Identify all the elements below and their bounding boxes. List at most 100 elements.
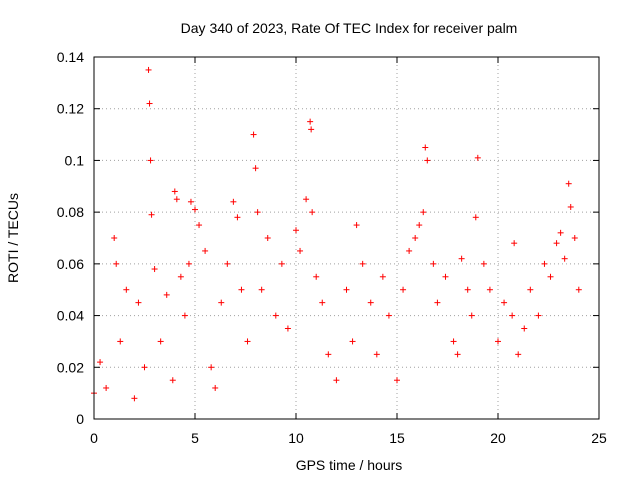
data-point <box>553 240 560 247</box>
data-point <box>359 260 366 267</box>
data-point <box>515 351 522 358</box>
y-tick-label: 0.04 <box>57 308 84 324</box>
data-point <box>379 273 386 280</box>
data-point <box>422 144 429 151</box>
data-point <box>319 299 326 306</box>
x-axis-label: GPS time / hours <box>296 457 403 473</box>
y-tick-label: 0.14 <box>57 49 84 65</box>
data-point <box>303 196 310 203</box>
data-point <box>244 338 251 345</box>
data-point <box>131 395 138 402</box>
data-point <box>501 299 508 306</box>
data-point <box>97 359 104 366</box>
data-point <box>250 131 257 138</box>
data-point <box>313 273 320 280</box>
data-point <box>284 325 291 332</box>
data-point <box>185 260 192 267</box>
data-point <box>146 100 153 107</box>
x-tick-label: 10 <box>288 430 304 446</box>
data-point <box>480 260 487 267</box>
data-point <box>535 312 542 319</box>
y-tick-label: 0.1 <box>65 152 85 168</box>
data-point <box>420 209 427 216</box>
data-point <box>192 206 198 213</box>
data-point <box>145 66 152 73</box>
data-point <box>202 247 209 254</box>
data-point <box>575 286 582 293</box>
data-point <box>557 229 564 236</box>
data-point <box>458 255 465 262</box>
data-point <box>474 154 481 161</box>
data-point <box>521 325 528 332</box>
data-point <box>212 384 219 391</box>
data-point <box>293 227 299 234</box>
data-point <box>442 273 449 280</box>
data-point <box>561 255 568 262</box>
data-point <box>400 286 407 293</box>
x-tick-label: 5 <box>191 430 199 446</box>
data-point <box>123 286 130 293</box>
axis-ticks: 0 5 10 15 20 25 0 0.02 0.04 0.06 0.08 0.1 0.12 0.14 <box>57 49 607 446</box>
data-point <box>509 312 516 319</box>
data-point <box>385 312 392 319</box>
data-points <box>91 66 582 402</box>
data-point <box>148 211 155 218</box>
data-point <box>394 377 400 384</box>
plot-frame <box>93 56 600 420</box>
data-point <box>434 299 441 306</box>
data-point <box>430 260 437 267</box>
data-point <box>527 286 534 293</box>
data-point <box>495 338 501 345</box>
data-point <box>406 247 413 254</box>
data-point <box>135 299 142 306</box>
x-tick-label: 15 <box>389 430 405 446</box>
data-point <box>547 273 554 280</box>
data-point <box>111 235 118 241</box>
data-point <box>147 157 154 164</box>
data-point <box>258 286 265 293</box>
y-tick-label: 0.06 <box>57 256 84 272</box>
chart-title: Day 340 of 2023, Rate Of TEC Index for r… <box>181 20 518 36</box>
y-tick-label: 0.02 <box>57 359 84 375</box>
data-point <box>230 198 237 205</box>
data-point <box>141 364 148 371</box>
data-point <box>486 286 493 293</box>
data-point <box>541 260 548 267</box>
data-point <box>234 214 241 221</box>
data-point <box>224 260 231 267</box>
data-point <box>117 338 124 345</box>
data-point <box>171 188 178 195</box>
data-point <box>567 203 574 210</box>
data-point <box>349 338 356 345</box>
data-point <box>264 235 271 241</box>
data-point <box>343 286 350 293</box>
y-tick-label: 0.08 <box>57 204 84 220</box>
data-point <box>151 266 158 273</box>
data-point <box>278 260 285 267</box>
data-point <box>103 384 110 391</box>
data-point <box>308 126 315 133</box>
data-point <box>218 299 225 306</box>
grid-lines <box>94 57 599 419</box>
data-point <box>373 351 380 358</box>
data-point <box>325 351 332 358</box>
data-point <box>157 338 164 345</box>
data-point <box>416 222 423 229</box>
data-point <box>187 198 194 205</box>
data-point <box>309 209 316 216</box>
data-point <box>454 351 461 358</box>
data-point <box>464 286 471 293</box>
data-point <box>169 377 176 384</box>
data-point <box>353 222 360 229</box>
data-point <box>511 240 518 247</box>
data-point <box>565 180 572 187</box>
y-tick-label: 0.12 <box>57 101 84 117</box>
data-point <box>272 312 279 319</box>
data-point <box>113 260 120 267</box>
x-tick-label: 25 <box>591 430 607 446</box>
data-point <box>208 364 215 371</box>
data-point <box>297 247 304 254</box>
data-point <box>468 312 475 319</box>
data-point <box>367 299 374 306</box>
